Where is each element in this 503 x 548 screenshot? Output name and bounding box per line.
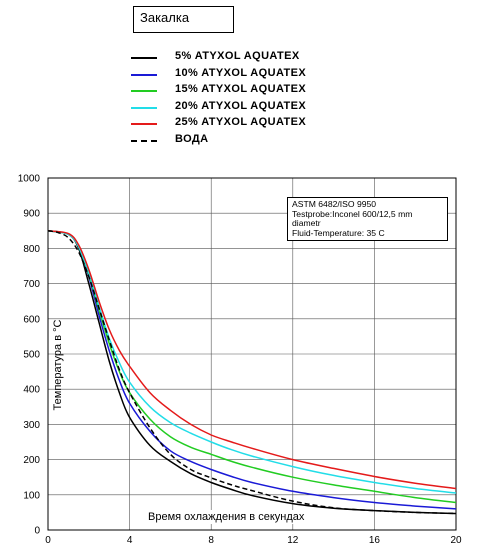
legend-swatch: [131, 90, 157, 92]
x-tick-label: 8: [208, 535, 214, 546]
series-line-4: [47, 230, 457, 494]
y-tick-label: 900: [23, 209, 40, 220]
y-tick-label: 400: [23, 385, 40, 396]
chart-title-box: Закалка: [133, 6, 234, 33]
x-tick-label: 16: [369, 535, 381, 546]
legend-swatch: [131, 57, 157, 59]
legend-label: 10% ATYXOL AQUATEX: [175, 66, 307, 79]
legend-swatch: [131, 106, 157, 109]
series-line-3: [47, 230, 457, 504]
series-line-5: [47, 230, 457, 490]
y-tick-label: 300: [23, 420, 40, 431]
x-tick-label: 12: [287, 535, 299, 546]
legend-swatch: [131, 123, 157, 125]
legend-label: 15% ATYXOL AQUATEX: [175, 83, 307, 95]
note-line: ASTM 6482/ISO 9950: [292, 199, 377, 209]
y-tick-label: 200: [23, 455, 40, 466]
note-line: diametr: [292, 218, 321, 229]
x-tick-label: 0: [45, 535, 51, 546]
legend-label: 5% ATYXOL AQUATEX: [175, 50, 300, 62]
y-tick-label: 600: [23, 314, 40, 325]
plot-frame: [47, 177, 457, 531]
y-tick-label: 0: [34, 526, 40, 537]
legend-label: 20% ATYXOL AQUATEX: [175, 99, 307, 112]
legend-label: 25% ATYXOL AQUATEX: [175, 116, 307, 128]
y-tick-label: 500: [23, 350, 40, 361]
series-line-6: [47, 230, 457, 515]
x-axis-label: Время охлаждения в секундах: [146, 510, 307, 524]
y-tick-label: 100: [23, 490, 40, 501]
legend-label: ВОДА: [175, 132, 209, 145]
test-conditions-note: ASTM 6482/ISO 9950 Testprobe:Inconel 600…: [287, 197, 448, 241]
legend-swatch: [131, 73, 157, 76]
y-tick-label: 800: [23, 244, 40, 255]
chart-title: Закалка: [140, 10, 190, 25]
y-tick-label: 1000: [18, 174, 41, 185]
note-line: Testprobe:Inconel 600/12,5 mm: [292, 208, 413, 219]
legend-swatch: [131, 139, 157, 142]
series-line-1: [47, 230, 457, 515]
y-tick-label: 700: [23, 279, 40, 290]
x-tick-label: 4: [127, 535, 133, 546]
y-axis-label: Температура в °C: [52, 319, 64, 411]
note-line: Fluid-Temperature: 35 C: [292, 227, 385, 238]
x-tick-label: 20: [450, 535, 462, 546]
